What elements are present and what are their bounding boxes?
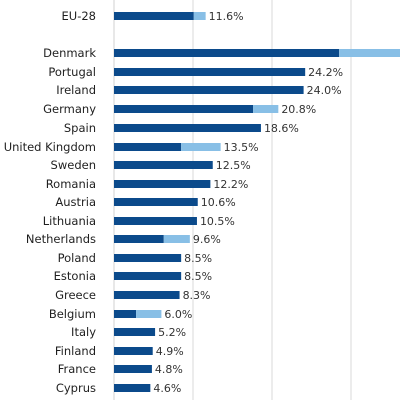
value-label: 12.5%: [216, 159, 251, 172]
bar-segment-dark: [114, 12, 194, 20]
value-label: 8.5%: [184, 252, 212, 265]
bar-segment-light: [253, 105, 279, 113]
bars: [114, 12, 400, 392]
category-label: Portugal: [48, 65, 96, 79]
bar-segment-light: [193, 12, 206, 20]
value-label: 12.2%: [213, 178, 248, 191]
category-label: Italy: [71, 325, 96, 339]
bar-segment-light: [136, 310, 162, 318]
bar-segment-dark: [114, 105, 254, 113]
bar-segment-dark: [114, 180, 211, 188]
bar-segment-dark: [114, 272, 182, 280]
bar-segment-dark: [114, 365, 152, 373]
bar-segment-dark: [114, 217, 197, 225]
category-label: Sweden: [51, 158, 96, 172]
category-label: Austria: [55, 195, 96, 209]
bar-segment-dark: [114, 161, 213, 169]
bar-segment-light: [181, 143, 221, 151]
value-label: 10.6%: [201, 196, 236, 209]
category-label: Ireland: [56, 83, 96, 97]
value-label: 8.5%: [184, 270, 212, 283]
value-label: 18.6%: [264, 122, 299, 135]
value-label: 8.3%: [183, 289, 211, 302]
value-label: 13.5%: [224, 141, 259, 154]
value-label: 11.6%: [209, 10, 244, 23]
value-label: 4.9%: [156, 345, 184, 358]
category-label: Netherlands: [26, 232, 96, 246]
value-label: 24.2%: [308, 66, 343, 79]
value-label: 4.8%: [155, 363, 183, 376]
value-label: 9.6%: [193, 233, 221, 246]
bar-segment-dark: [114, 254, 182, 262]
bar-segment-dark: [114, 143, 182, 151]
category-label: United Kingdom: [4, 140, 96, 154]
value-label: 20.8%: [281, 103, 316, 116]
bar-segment-dark: [114, 291, 180, 299]
bar-segment-dark: [114, 49, 340, 57]
bar-segment-light: [339, 49, 400, 57]
value-label: 24.0%: [307, 84, 342, 97]
category-label: France: [58, 362, 96, 376]
value-labels: 11.6% 24.2% 24.0% 20.8% 18.6% 13.5% 12.5% 12.2%…: [153, 10, 343, 395]
bar-segment-dark: [114, 347, 153, 355]
category-labels: EU-28 Denmark Portugal Ireland Germany Spain U…: [4, 9, 97, 395]
category-label: Poland: [58, 251, 96, 265]
category-label: EU-28: [62, 9, 96, 23]
bar-segment-dark: [114, 328, 156, 336]
bar-segment-dark: [114, 86, 304, 94]
category-label: Denmark: [43, 46, 96, 60]
category-label: Cyprus: [56, 381, 96, 395]
category-label: Germany: [43, 102, 96, 116]
category-label: Belgium: [49, 307, 96, 321]
bar-segment-dark: [114, 235, 164, 243]
value-label: 6.0%: [164, 308, 192, 321]
category-label: Spain: [64, 121, 96, 135]
bar-segment-light: [163, 235, 190, 243]
value-label: 5.2%: [158, 326, 186, 339]
bar-segment-dark: [114, 198, 198, 206]
category-label: Greece: [55, 288, 96, 302]
category-label: Romania: [46, 177, 96, 191]
category-label: Finland: [55, 344, 96, 358]
category-label: Lithuania: [43, 214, 96, 228]
bar-segment-dark: [114, 68, 306, 76]
category-label: Estonia: [54, 269, 96, 283]
bar-segment-dark: [114, 124, 261, 132]
bar-segment-dark: [114, 310, 137, 318]
value-label: 4.6%: [153, 382, 181, 395]
value-label: 10.5%: [200, 215, 235, 228]
bar-segment-dark: [114, 384, 151, 392]
